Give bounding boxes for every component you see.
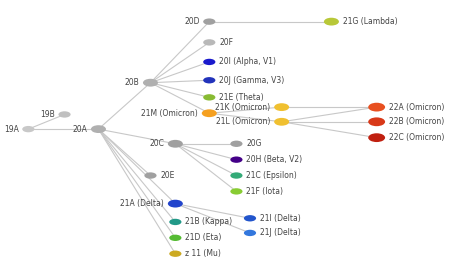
Text: 22B (Omicron): 22B (Omicron) [389,117,444,126]
Ellipse shape [168,140,183,148]
Text: 20C: 20C [149,139,164,148]
Text: 19B: 19B [40,110,55,119]
Text: 20B: 20B [124,78,140,87]
Text: 20E: 20E [160,171,174,180]
Ellipse shape [168,200,183,207]
Ellipse shape [169,219,181,225]
Ellipse shape [230,157,242,163]
Text: 20G: 20G [246,139,262,148]
Text: 21K (Omicron): 21K (Omicron) [215,103,270,112]
Ellipse shape [22,126,34,132]
Ellipse shape [169,235,181,241]
Ellipse shape [368,103,385,111]
Text: 20A: 20A [73,125,87,134]
Text: 20I (Alpha, V1): 20I (Alpha, V1) [219,57,276,66]
Ellipse shape [368,133,385,142]
Text: 21M (Omicron): 21M (Omicron) [141,109,198,118]
Text: 21I (Delta): 21I (Delta) [260,214,301,223]
Text: 21E (Theta): 21E (Theta) [219,93,263,102]
Ellipse shape [145,172,157,179]
Text: 22C (Omicron): 22C (Omicron) [389,133,444,142]
Ellipse shape [324,18,339,25]
Ellipse shape [91,125,106,133]
Ellipse shape [230,141,242,147]
Ellipse shape [244,230,256,236]
Ellipse shape [202,109,217,117]
Text: 20D: 20D [184,17,200,26]
Text: 21C (Epsilon): 21C (Epsilon) [246,171,297,180]
Ellipse shape [368,117,385,126]
Ellipse shape [274,118,289,126]
Text: z 11 (Mu): z 11 (Mu) [185,249,221,258]
Ellipse shape [230,172,242,179]
Text: 21G (Lambda): 21G (Lambda) [342,17,397,26]
Text: 20H (Beta, V2): 20H (Beta, V2) [246,155,302,164]
Ellipse shape [203,94,215,100]
Ellipse shape [58,111,71,118]
Ellipse shape [244,215,256,221]
Text: 21B (Kappa): 21B (Kappa) [185,217,232,226]
Text: 21F (Iota): 21F (Iota) [246,187,283,196]
Ellipse shape [203,39,215,46]
Text: 20F: 20F [219,38,233,47]
Text: 19A: 19A [4,125,19,134]
Ellipse shape [169,251,181,257]
Ellipse shape [203,59,215,65]
Text: 22A (Omicron): 22A (Omicron) [389,103,444,112]
Ellipse shape [143,79,158,87]
Ellipse shape [274,103,289,111]
Text: 21L (Omicron): 21L (Omicron) [216,117,270,126]
Text: 21D (Eta): 21D (Eta) [185,233,221,242]
Ellipse shape [230,188,242,195]
Ellipse shape [203,77,215,83]
Ellipse shape [203,18,215,25]
Text: 21A (Delta): 21A (Delta) [120,199,164,208]
Text: 20J (Gamma, V3): 20J (Gamma, V3) [219,76,284,85]
Text: 21J (Delta): 21J (Delta) [260,228,301,237]
